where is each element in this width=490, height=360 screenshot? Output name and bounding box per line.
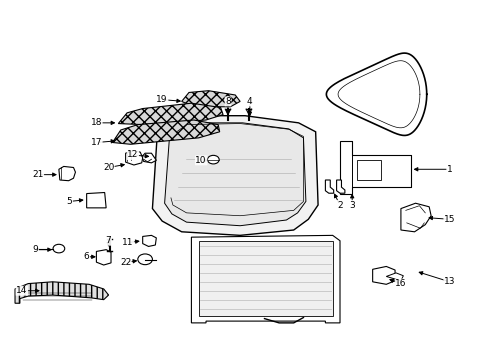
Text: 22: 22 [120,258,131,267]
Text: 9: 9 [33,245,38,254]
Polygon shape [182,91,240,107]
Polygon shape [337,180,345,193]
Circle shape [207,156,219,164]
Polygon shape [340,141,411,194]
Text: 21: 21 [32,170,44,179]
Text: 17: 17 [91,138,102,147]
Polygon shape [15,282,109,303]
Text: 15: 15 [444,215,455,224]
Text: 1: 1 [447,165,452,174]
Text: 13: 13 [444,277,455,286]
Text: 5: 5 [67,197,73,206]
Polygon shape [165,123,306,226]
Text: 16: 16 [395,279,407,288]
Polygon shape [142,153,156,163]
Text: 20: 20 [103,163,114,172]
Polygon shape [401,203,431,232]
Text: 4: 4 [247,97,253,106]
Text: 12: 12 [127,150,139,159]
Polygon shape [373,266,395,284]
Polygon shape [199,241,333,316]
Text: 3: 3 [349,201,355,210]
Polygon shape [326,53,427,135]
Text: 8: 8 [225,97,231,106]
Polygon shape [113,120,220,144]
Polygon shape [192,235,340,323]
Text: 2: 2 [337,201,343,210]
Text: 7: 7 [106,236,111,245]
Text: 11: 11 [122,238,134,247]
Polygon shape [59,166,75,181]
Text: 10: 10 [196,156,207,165]
Polygon shape [97,249,111,265]
Circle shape [53,244,65,253]
Circle shape [138,254,152,265]
Polygon shape [118,103,223,125]
Text: 18: 18 [91,118,102,127]
Polygon shape [357,160,381,180]
Text: 14: 14 [16,286,27,295]
Text: 19: 19 [156,95,168,104]
Polygon shape [87,193,106,208]
Polygon shape [125,151,143,165]
Text: 6: 6 [84,252,90,261]
Polygon shape [152,116,318,235]
Polygon shape [143,235,156,247]
Polygon shape [386,273,403,281]
Polygon shape [325,180,334,193]
Polygon shape [338,61,420,128]
